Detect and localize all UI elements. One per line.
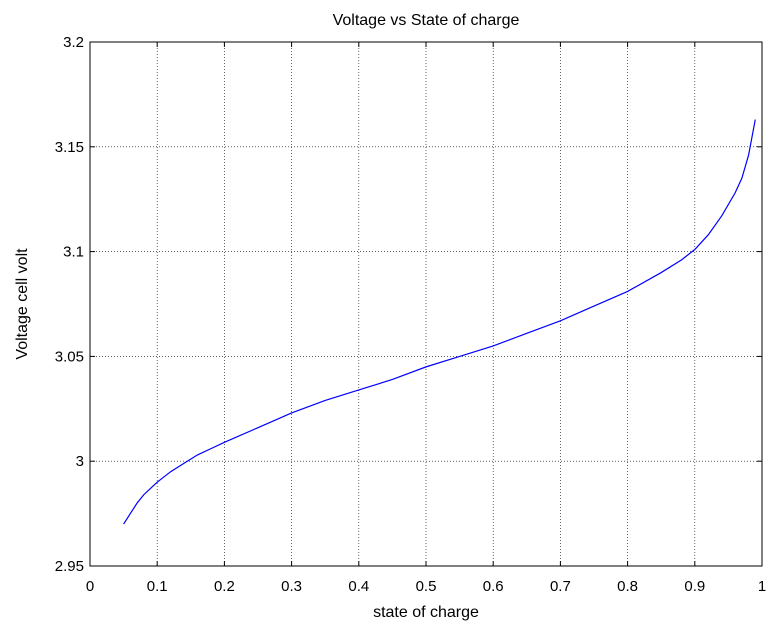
x-tick-label: 0.9 bbox=[684, 578, 705, 595]
x-tick-label: 0.2 bbox=[214, 578, 235, 595]
x-tick-label: 0.5 bbox=[416, 578, 437, 595]
y-tick-label: 3.05 bbox=[55, 348, 84, 365]
y-tick-label: 3.15 bbox=[55, 139, 84, 156]
y-tick-label: 2.95 bbox=[55, 558, 84, 575]
x-tick-label: 1 bbox=[758, 578, 766, 595]
x-axis-title: state of charge bbox=[373, 604, 479, 621]
grid bbox=[90, 42, 762, 566]
x-tick-label: 0.6 bbox=[483, 578, 504, 595]
series-line bbox=[123, 119, 756, 525]
y-tick-label: 3.2 bbox=[63, 34, 84, 51]
chart-title: Voltage vs State of charge bbox=[333, 12, 520, 29]
x-tick-label: 0.1 bbox=[147, 578, 168, 595]
x-tick-label: 0.3 bbox=[281, 578, 302, 595]
x-tick-label: 0.7 bbox=[550, 578, 571, 595]
y-tick-label: 3.1 bbox=[63, 244, 84, 261]
ticks bbox=[89, 41, 763, 567]
x-tick-label: 0.8 bbox=[617, 578, 638, 595]
x-tick-label: 0 bbox=[86, 578, 94, 595]
y-tick-label: 3 bbox=[76, 453, 84, 470]
y-tick-labels: 2.95 3 3.05 3.1 3.15 3.2 bbox=[55, 34, 84, 575]
x-tick-label: 0.4 bbox=[348, 578, 369, 595]
x-tick-labels: 0 0.1 0.2 0.3 0.4 0.5 0.6 0.7 0.8 0.9 1 bbox=[86, 578, 766, 595]
y-axis-title: Voltage cell volt bbox=[14, 248, 31, 360]
